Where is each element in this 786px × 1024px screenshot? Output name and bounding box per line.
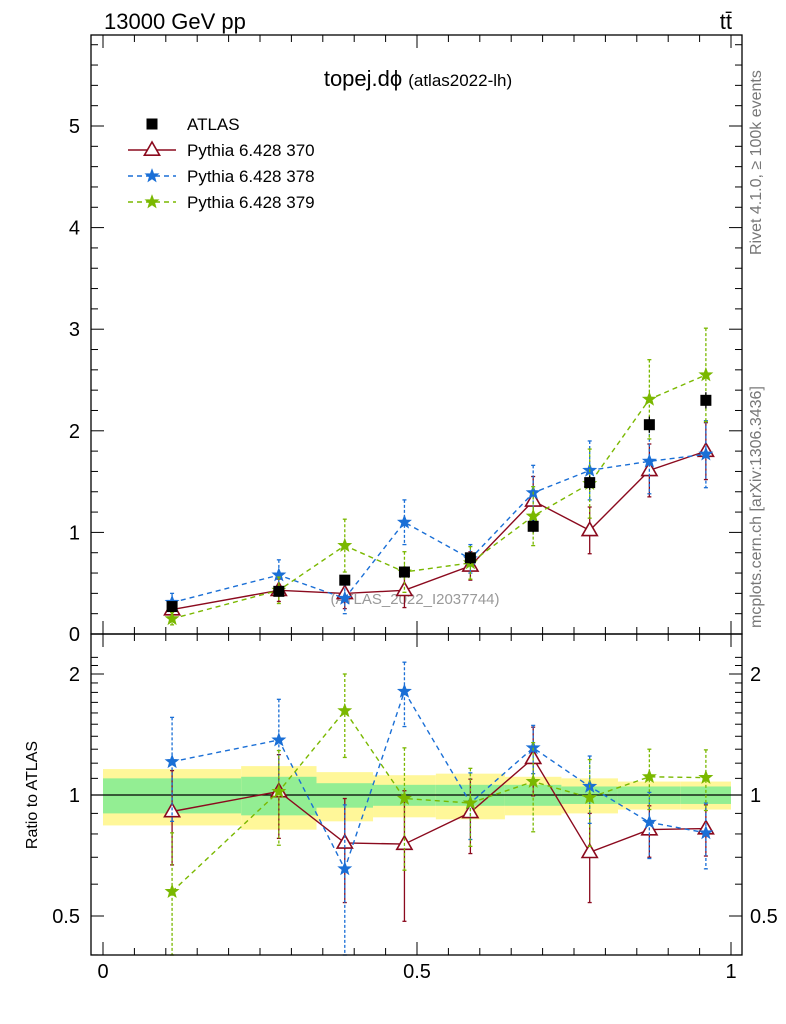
main-series-1 — [163, 422, 715, 620]
legend-marker — [143, 140, 161, 156]
main-data-point — [584, 477, 596, 489]
analysis-id-label: (ATLAS_2022_I2037744) — [330, 591, 499, 608]
plot-title-sub: (atlas2022-lh) — [408, 71, 512, 90]
ratio-series-3 — [164, 673, 714, 956]
ratio-y-tick-label-right: 1 — [750, 785, 761, 807]
ratio-data-point — [641, 814, 657, 829]
legend-label: Pythia 6.428 378 — [187, 167, 315, 186]
main-data-point — [698, 446, 714, 461]
legend-marker — [146, 118, 158, 130]
main-data-point — [698, 367, 714, 382]
ratio-data-point — [164, 883, 180, 899]
main-series-0 — [166, 392, 712, 613]
ratio-y-tick-label: 1 — [69, 785, 80, 807]
ratio-data-point — [396, 683, 412, 698]
x-axis: 0 0.5 1 — [97, 634, 737, 983]
main-data-point — [464, 552, 476, 564]
ratio-y-tick-label-right: 2 — [750, 664, 761, 686]
main-series-3 — [164, 327, 714, 626]
ratio-series-line — [171, 709, 706, 893]
ratio-data-point — [337, 702, 353, 718]
legend-item-2: Pythia 6.428 378 — [128, 167, 315, 186]
ratio-data-point — [337, 861, 353, 876]
main-data-point — [396, 514, 412, 529]
ratio-panel: 0.5 0.51 12 2 0 0.5 1 Ratio to ATLAS — [24, 633, 778, 983]
rivet-version-label: Rivet 4.1.0, ≥ 100k events — [748, 70, 765, 255]
x-tick-label: 1 — [725, 961, 736, 983]
legend-marker — [144, 194, 160, 209]
legend-label: Pythia 6.428 379 — [187, 193, 315, 212]
x-tick-label: 0 — [97, 961, 108, 983]
ratio-y-tick-label: 2 — [69, 664, 80, 686]
ratio-data-point — [525, 740, 541, 755]
ratio-data-point — [582, 789, 598, 804]
ratio-data-point — [271, 783, 287, 798]
legend-item-3: Pythia 6.428 379 — [128, 193, 315, 212]
main-y-tick-label: 4 — [69, 218, 80, 240]
ratio-y-axis: 0.5 0.5 1 1 2 2 — [52, 656, 778, 956]
ratio-data-point — [698, 769, 714, 784]
legend: ATLAS Pythia 6.428 370 Pythia 6.428 378 Pyt… — [128, 115, 315, 212]
ratio-data-point — [462, 795, 478, 810]
header-process-label: 13000 GeV pp — [104, 9, 246, 34]
ratio-data-point — [641, 768, 657, 784]
ratio-data-point — [396, 790, 412, 805]
main-data-point — [273, 585, 285, 597]
main-data-point — [337, 537, 353, 553]
ratio-data-point — [164, 753, 180, 769]
main-series-line — [171, 374, 707, 620]
ratio-data-point — [580, 842, 599, 859]
main-data-point — [641, 453, 657, 468]
main-data-point — [580, 520, 599, 537]
legend-item-1: Pythia 6.428 370 — [128, 140, 315, 160]
main-y-axis: 0 1 2 3 4 5 — [69, 44, 742, 646]
header-final-state-label: tt̄ — [720, 9, 732, 34]
main-series-line — [171, 453, 706, 604]
plot-title-main: topej.dϕ — [324, 66, 402, 91]
ratio-data-point — [698, 825, 714, 840]
main-series-line — [171, 450, 707, 611]
main-panel: (ATLAS_2022_I2037744) ATLAS Pythia 6.428 … — [69, 34, 743, 646]
main-y-tick-label: 5 — [69, 116, 80, 138]
main-data-point — [527, 520, 539, 532]
main-x-ticks — [102, 35, 732, 634]
mcplots-label: mcplots.cern.ch [arXiv:1306.3436] — [748, 386, 765, 628]
legend-item-0: ATLAS — [146, 115, 240, 134]
main-data-point — [641, 391, 657, 406]
main-data-point — [398, 566, 410, 578]
main-data-point — [164, 610, 180, 626]
main-data-point — [700, 394, 712, 406]
main-y-tick-label: 3 — [69, 319, 80, 341]
main-data-point — [525, 508, 541, 523]
main-data-point — [643, 419, 655, 431]
plot-title: topej.dϕ (atlas2022-lh) — [324, 66, 512, 91]
main-data-point — [337, 590, 353, 605]
legend-label: ATLAS — [187, 115, 240, 134]
legend-label: Pythia 6.428 370 — [187, 141, 315, 160]
main-y-tick-label: 1 — [69, 522, 80, 544]
legend-marker — [144, 168, 160, 183]
ratio-data-point — [271, 732, 287, 747]
main-y-tick-label: 0 — [69, 624, 80, 646]
ratio-y-tick-label-right: 0.5 — [750, 906, 778, 928]
main-data-point — [166, 601, 178, 613]
main-y-tick-label: 2 — [69, 421, 80, 443]
ratio-y-tick-label: 0.5 — [52, 906, 80, 928]
ratio-y-axis-label: Ratio to ATLAS — [24, 741, 41, 849]
main-data-point — [339, 574, 351, 586]
x-tick-label: 0.5 — [403, 961, 431, 983]
ratio-data-point — [525, 773, 541, 788]
main-series-2 — [164, 419, 714, 615]
